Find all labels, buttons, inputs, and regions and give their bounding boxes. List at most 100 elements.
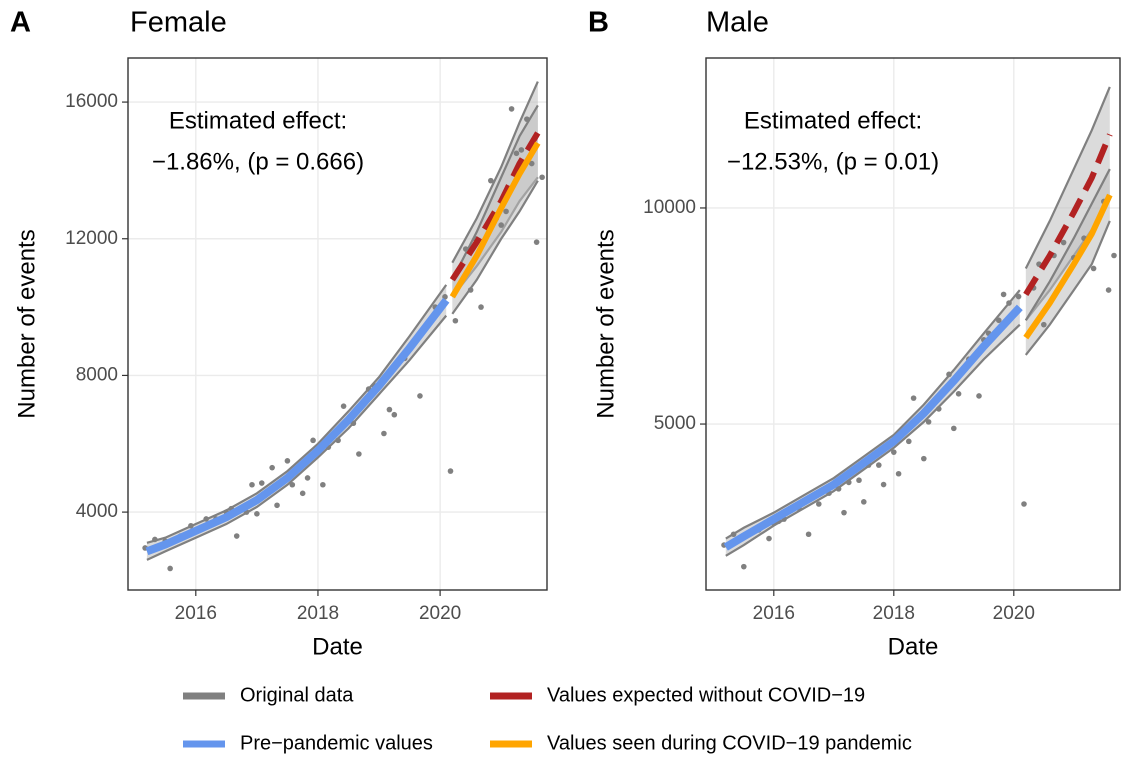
legend-label: Values expected without COVID−19 (547, 684, 865, 706)
panel-border (127, 57, 548, 591)
data-point (910, 395, 917, 401)
data-point (381, 430, 387, 437)
data-point (880, 481, 887, 488)
data-point (335, 437, 341, 444)
data-point (841, 509, 847, 516)
data-point (1111, 252, 1117, 259)
panel-label: A (10, 7, 31, 39)
data-point (320, 481, 326, 488)
data-point (528, 160, 535, 167)
data-point (310, 437, 316, 444)
data-point (1090, 265, 1097, 272)
data-point (417, 393, 423, 399)
data-point (203, 516, 209, 522)
data-point (955, 390, 962, 397)
data-point (386, 406, 393, 413)
x-tick-label: 2020 (419, 603, 461, 624)
band-edge (1024, 220, 1111, 356)
band-edge (451, 104, 539, 281)
data-point (816, 501, 822, 507)
data-point (539, 174, 545, 181)
x-axis-title: Date (312, 633, 363, 660)
data-point (976, 393, 982, 399)
data-point (876, 462, 882, 468)
data-point (891, 449, 897, 455)
panel-background (128, 58, 547, 590)
data-point (447, 468, 454, 474)
data-point (269, 464, 275, 471)
y-axis-title: Number of events (592, 229, 619, 418)
annotation: −12.53%, (p = 0.01) (727, 148, 939, 175)
data-point (1000, 291, 1007, 298)
data-point (513, 150, 520, 157)
x-axis-title: Date (888, 633, 939, 660)
fit-line (1023, 193, 1113, 340)
data-point (895, 470, 902, 477)
data-point (488, 177, 494, 184)
band-edge (146, 284, 448, 544)
y-tick-label: 10000 (643, 197, 696, 218)
panel-background (706, 58, 1120, 590)
band-edge (1024, 86, 1111, 269)
fit-line (1023, 133, 1113, 296)
data-point (1015, 293, 1022, 300)
data-point (188, 522, 194, 529)
x-tick-label: 2016 (175, 603, 217, 624)
data-point (274, 502, 280, 509)
data-point (518, 147, 525, 153)
data-point (304, 475, 311, 481)
data-point (254, 511, 260, 517)
data-point (340, 403, 347, 409)
data-point (462, 246, 469, 252)
data-point (258, 480, 265, 486)
data-point (925, 419, 932, 425)
data-point (730, 531, 737, 538)
data-point (861, 499, 867, 505)
band-edge (146, 314, 448, 561)
legend-label: Original data (240, 684, 354, 706)
data-point (936, 406, 942, 412)
data-point (741, 563, 747, 570)
plot-area (142, 81, 545, 572)
plot-area (721, 86, 1117, 570)
y-tick-label: 16000 (65, 91, 118, 112)
x-tick-label: 2018 (297, 603, 339, 624)
data-point (996, 317, 1002, 324)
data-point (508, 106, 515, 112)
data-point (835, 486, 842, 492)
y-tick-label: 5000 (654, 413, 696, 434)
x-tick-label: 2018 (873, 603, 915, 624)
annotation: Estimated effect: (744, 107, 922, 134)
data-point (524, 116, 530, 122)
data-point (284, 458, 291, 464)
data-point (233, 533, 240, 539)
legend-label: Values seen during COVID−19 pandemic (547, 732, 912, 754)
fit-line (723, 304, 1023, 551)
y-tick-label: 8000 (76, 364, 118, 385)
x-tick-label: 2020 (993, 603, 1035, 624)
data-point (503, 208, 509, 215)
band-edge (451, 81, 539, 264)
panel-border (705, 57, 1121, 591)
data-point (289, 481, 296, 488)
data-point (805, 531, 812, 538)
data-point (391, 411, 398, 418)
y-tick-label: 12000 (65, 228, 118, 249)
band-edge (725, 323, 1021, 557)
data-point (856, 477, 862, 484)
data-point (1021, 501, 1027, 507)
data-point (1060, 239, 1067, 246)
data-point (921, 455, 927, 462)
annotation: −1.86%, (p = 0.666) (152, 148, 364, 175)
data-point (299, 490, 306, 497)
panel-label: B (588, 7, 609, 39)
band-edge (725, 289, 1021, 540)
data-point (152, 536, 158, 543)
data-point (946, 371, 952, 378)
data-point (951, 425, 957, 432)
fit-line (449, 131, 541, 282)
data-point (452, 317, 459, 324)
data-point (846, 479, 852, 486)
fit-line (145, 297, 450, 556)
